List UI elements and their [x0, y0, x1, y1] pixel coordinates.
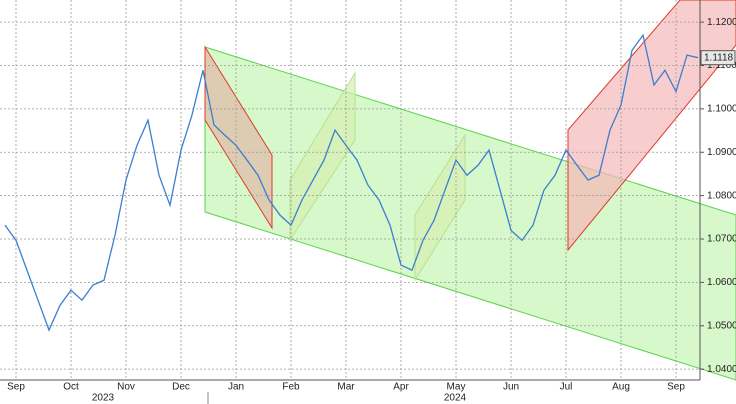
- y-tick-label: 1.1000: [707, 104, 736, 115]
- channel-drawings: [204, 0, 736, 381]
- y-tick-label: 1.1200: [707, 17, 736, 28]
- x-tick-label: May: [447, 382, 466, 393]
- last-price-box: [700, 50, 736, 66]
- x-tick-label: Feb: [282, 382, 300, 393]
- x-tick-label: Apr: [393, 382, 409, 393]
- x-tick-label: Mar: [337, 382, 355, 393]
- x-tick-label: Sep: [7, 382, 25, 393]
- x-tick-label: Sep: [667, 382, 685, 393]
- x-tick-label: Jul: [560, 382, 573, 393]
- x-tick-label: Jan: [228, 382, 244, 393]
- y-tick-label: 1.0500: [707, 320, 736, 331]
- year-label: 2024: [444, 393, 467, 404]
- x-tick-label: Nov: [117, 382, 135, 393]
- x-tick-label: Oct: [63, 382, 79, 393]
- y-tick-label: 1.0700: [707, 234, 736, 245]
- y-tick-label: 1.0800: [707, 190, 736, 201]
- y-tick-label: 1.1100: [707, 60, 736, 71]
- x-tick-label: Aug: [612, 382, 630, 393]
- year-label: 2023: [92, 393, 115, 404]
- x-tick-label: Jun: [503, 382, 519, 393]
- last-price-label: 1.1118: [704, 52, 734, 63]
- y-tick-label: 1.0400: [707, 364, 736, 375]
- x-tick-label: Dec: [172, 382, 190, 393]
- price-line: [4, 33, 699, 332]
- y-tick-label: 1.0600: [707, 277, 736, 288]
- y-tick-label: 1.0900: [707, 147, 736, 158]
